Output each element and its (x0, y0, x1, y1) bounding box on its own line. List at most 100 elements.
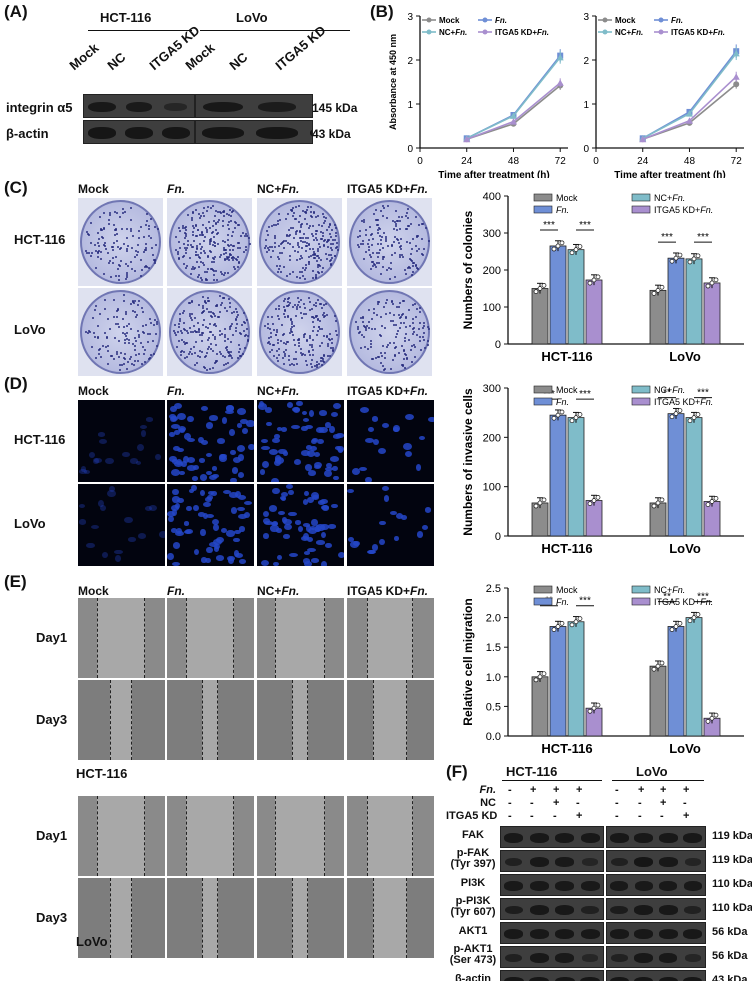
colony-dot (322, 215, 325, 218)
colony-dot (378, 235, 381, 238)
wb-f-condition-label: Fn. (479, 784, 497, 796)
colony-dot (305, 364, 308, 367)
nucleus-dot (422, 525, 429, 531)
nucleus-dot (198, 458, 205, 463)
colony-dot (213, 323, 216, 326)
colony-dot (104, 248, 107, 251)
colony-dot (244, 322, 247, 325)
nucleus-dot (368, 426, 375, 432)
nucleus-dot (232, 457, 241, 463)
colony-dot (299, 270, 302, 273)
wb-band (683, 881, 702, 891)
legend-label: NC+Fn. (439, 28, 467, 37)
colony-dot (115, 350, 118, 353)
colony-dot (220, 254, 223, 257)
colony-dot (275, 307, 278, 310)
legend-swatch (631, 397, 651, 406)
colony-dot (411, 274, 414, 277)
colony-dot (311, 232, 313, 235)
colony-dot (122, 208, 125, 211)
colony-dot (278, 264, 281, 267)
colony-dish-image (347, 288, 432, 376)
colony-dot (322, 213, 325, 216)
colony-dot (357, 244, 360, 247)
nucleus-dot (333, 434, 342, 439)
colony-dot (182, 263, 185, 266)
colony-dot (316, 259, 319, 262)
colony-dot (182, 322, 185, 325)
colony-dot (359, 317, 362, 320)
colony-dot (112, 315, 115, 318)
colony-dot (144, 243, 147, 245)
colony-dot (415, 316, 418, 319)
colony-dot (115, 309, 118, 312)
colony-dot (183, 351, 186, 354)
colony-dot (274, 223, 277, 226)
colony-dot (117, 308, 120, 311)
colony-dot (359, 346, 362, 349)
colony-dot (394, 324, 397, 327)
colony-dot (421, 336, 424, 339)
colony-dot (383, 232, 386, 235)
colony-dot (364, 329, 367, 331)
colony-dot (421, 238, 424, 240)
colony-dot (137, 237, 140, 240)
header-d-treatment: NC+Fn. (257, 384, 300, 398)
colony-dot (377, 255, 380, 258)
colony-dot (418, 328, 421, 331)
colony-dot (316, 214, 319, 217)
colony-dot (141, 363, 144, 366)
wb-band (124, 127, 154, 139)
nucleus-dot (237, 408, 247, 415)
nucleus-dot (207, 494, 214, 500)
wb-f-sign: + (576, 784, 583, 796)
wb-band (164, 103, 188, 111)
colony-dot (315, 216, 318, 219)
colony-dot (365, 250, 368, 253)
data-point (537, 286, 543, 291)
colony-dot (98, 313, 101, 316)
colony-dot (385, 216, 388, 219)
nucleus-dot (305, 424, 314, 429)
colony-dot (264, 238, 267, 241)
nucleus-dot (98, 432, 106, 437)
colony-dot (370, 233, 373, 236)
nucleus-dot (101, 552, 108, 558)
colony-dot (366, 348, 369, 350)
colony-dot (231, 258, 234, 261)
colony-dot (322, 239, 325, 242)
nucleus-dot (170, 415, 178, 423)
colony-dot (356, 325, 359, 328)
nucleus-dot (183, 456, 189, 464)
colony-dot (218, 333, 221, 336)
colony-dot (410, 259, 413, 262)
nucleus-dot (273, 434, 280, 439)
colony-dot (370, 255, 373, 258)
colony-dot (314, 301, 317, 304)
colony-dot (298, 277, 301, 280)
nucleus-dot (213, 546, 220, 553)
nucleus-dot (317, 499, 325, 505)
colony-dot (235, 310, 238, 313)
colony-dot (406, 357, 409, 360)
colony-dot (390, 243, 393, 246)
colony-dot (196, 235, 199, 238)
colony-dot (315, 229, 318, 232)
nucleus-dot (288, 511, 297, 517)
colony-dot (426, 326, 429, 329)
nucleus-dot (214, 543, 220, 549)
wb-a-cellline-hct116: HCT-116 (100, 10, 152, 25)
scratch-gap (372, 680, 407, 760)
colony-dot (122, 242, 125, 245)
colony-dot (102, 237, 105, 240)
nucleus-dot (248, 443, 254, 451)
colony-dot (282, 266, 285, 269)
colony-dot (113, 229, 116, 232)
colony-dot (202, 306, 205, 309)
colony-dot (209, 250, 212, 253)
data-point (551, 415, 557, 421)
colony-dot (316, 365, 319, 368)
colony-dot (273, 242, 276, 245)
colony-dot (394, 209, 397, 212)
colony-dot (237, 224, 240, 227)
